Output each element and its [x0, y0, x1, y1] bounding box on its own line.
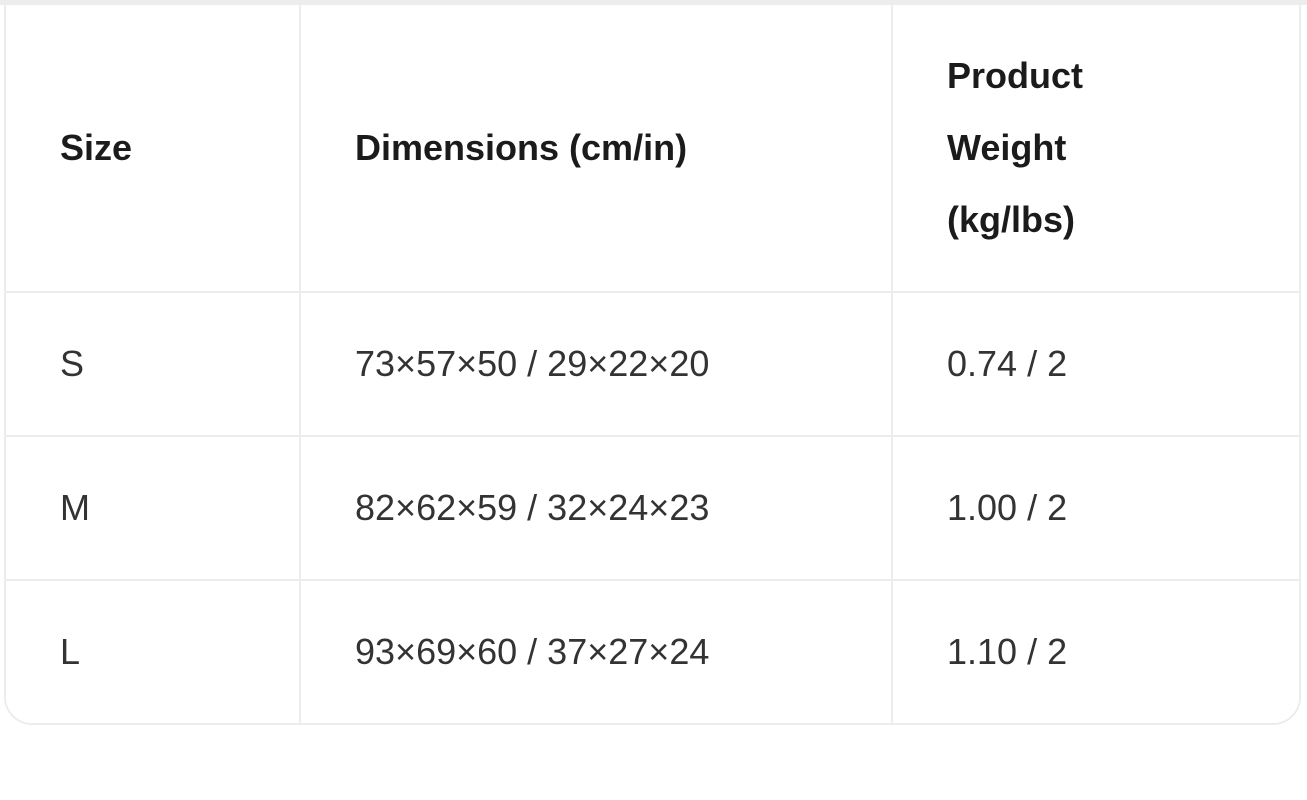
column-header-product-weight: Product Weight (kg/lbs): [891, 5, 1299, 291]
table-row-size-l: L 93×69×60 / 37×27×24 1.10 / 2: [6, 579, 1299, 723]
size-spec-table: Size Dimensions (cm/in) Product Weight (…: [6, 5, 1299, 723]
cell-size: S: [6, 291, 299, 435]
table-row-size-m: M 82×62×59 / 32×24×23 1.00 / 2: [6, 435, 1299, 579]
cell-dimensions: 82×62×59 / 32×24×23: [299, 435, 891, 579]
cell-size: M: [6, 435, 299, 579]
column-header-size: Size: [6, 5, 299, 291]
cell-weight: 0.74 / 2: [891, 291, 1299, 435]
cell-dimensions: 73×57×50 / 29×22×20: [299, 291, 891, 435]
cell-size: L: [6, 579, 299, 723]
cell-dimensions: 93×69×60 / 37×27×24: [299, 579, 891, 723]
column-header-dimensions: Dimensions (cm/in): [299, 5, 891, 291]
table-header-row: Size Dimensions (cm/in) Product Weight (…: [6, 5, 1299, 291]
cell-weight: 1.00 / 2: [891, 435, 1299, 579]
size-spec-table-container: Size Dimensions (cm/in) Product Weight (…: [4, 5, 1301, 725]
cell-weight: 1.10 / 2: [891, 579, 1299, 723]
table-row-size-s: S 73×57×50 / 29×22×20 0.74 / 2: [6, 291, 1299, 435]
top-divider-rule: [0, 0, 1307, 5]
